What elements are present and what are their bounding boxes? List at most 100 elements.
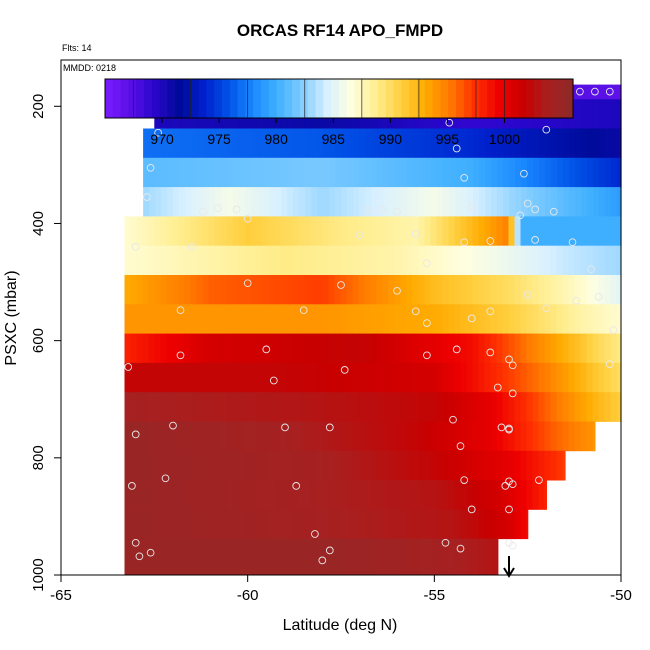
heatmap-cell [454, 304, 462, 334]
heatmap-cell [220, 275, 228, 305]
flights-annotation: Flts: 14 [62, 43, 92, 53]
heatmap-cell [460, 450, 468, 481]
heatmap-cell [232, 568, 240, 576]
heatmap-cell [161, 128, 168, 159]
heatmap-cell [389, 187, 396, 217]
heatmap-cell [274, 421, 282, 452]
heatmap-cell [370, 362, 378, 393]
heatmap-cell [454, 216, 462, 247]
data-point [325, 546, 334, 555]
heatmap-cell [203, 187, 210, 217]
heatmap-cell [418, 538, 426, 569]
heatmap-cell [190, 216, 198, 247]
heatmap-cell [448, 421, 456, 452]
data-point [449, 415, 457, 424]
colorbar-segment [518, 79, 527, 118]
heatmap-cell [304, 362, 312, 393]
heatmap-cell [382, 509, 390, 540]
heatmap-cell [544, 275, 552, 305]
heatmap-cell [124, 538, 132, 569]
heatmap-cell [250, 245, 258, 276]
heatmap-cell [442, 304, 450, 334]
heatmap-cell [262, 362, 270, 393]
heatmap-cell [358, 304, 366, 334]
heatmap-cell [395, 187, 402, 217]
heatmap-cell [418, 304, 426, 334]
heatmap-cell [610, 362, 618, 393]
heatmap-cell [160, 450, 168, 481]
heatmap-cell [190, 333, 198, 364]
heatmap-cell [202, 450, 210, 481]
heatmap-cell [562, 275, 570, 305]
heatmap-cell [508, 245, 516, 276]
heatmap-cell [575, 84, 582, 100]
y-axis: 200 400 600 800 1000 [30, 94, 61, 592]
heatmap-cell [304, 421, 312, 452]
colorbar-segment [495, 79, 504, 118]
heatmap-cell [526, 245, 534, 276]
heatmap-cell [466, 450, 474, 481]
heatmap-cell [358, 480, 366, 510]
heatmap-cell [196, 392, 204, 422]
heatmap-cell [299, 128, 306, 159]
heatmap-cell [478, 421, 486, 452]
data-point [609, 326, 618, 334]
heatmap-cell [214, 275, 222, 305]
heatmap-cell [586, 216, 594, 247]
heatmap-cell [268, 275, 276, 305]
heatmap-cell [304, 480, 312, 510]
heatmap-cell [232, 245, 240, 276]
heatmap-cell [545, 187, 552, 217]
heatmap-cell [202, 275, 210, 305]
heatmap-cell [371, 187, 378, 217]
heatmap-cell [232, 480, 240, 510]
heatmap-cell [202, 421, 210, 452]
colorbar-tick-label: 975 [207, 131, 231, 147]
heatmap-cell [250, 333, 258, 364]
heatmap-cell [394, 568, 402, 576]
heatmap-cell [551, 187, 558, 217]
heatmap-cell [304, 450, 312, 481]
heatmap-cell [539, 187, 546, 217]
heatmap-cell [568, 216, 576, 247]
data-point [460, 173, 469, 182]
heatmap-cell [226, 245, 234, 276]
heatmap-cell [209, 128, 216, 159]
heatmap-cell [155, 157, 162, 188]
heatmap-cell [346, 304, 354, 334]
heatmap-cell [202, 216, 210, 247]
heatmap-cell [179, 187, 186, 217]
heatmap-cell [275, 187, 282, 217]
heatmap-cell [148, 568, 156, 576]
y-tick-label: 600 [30, 328, 47, 353]
heatmap-cell [352, 538, 360, 569]
data-point [176, 351, 185, 360]
heatmap-cell [376, 509, 384, 540]
heatmap-cell [526, 480, 534, 510]
data-point [508, 389, 517, 398]
heatmap-cell [244, 480, 252, 510]
heatmap-cell [413, 157, 420, 188]
colorbar-segment [222, 79, 231, 118]
heatmap-cell [526, 392, 534, 422]
heatmap-cell [394, 480, 402, 510]
heatmap-cell [226, 362, 234, 393]
heatmap-cell [322, 568, 330, 576]
heatmap-cell [353, 157, 360, 188]
heatmap-cell [533, 187, 540, 217]
heatmap-cell [233, 128, 240, 159]
heatmap-cell [412, 333, 420, 364]
heatmap-cell [496, 509, 504, 540]
heatmap-cell [461, 187, 468, 217]
heatmap-cell [226, 480, 234, 510]
heatmap-cell [280, 245, 288, 276]
heatmap-cell [136, 245, 144, 276]
heatmap-cell [202, 304, 210, 334]
heatmap-cell [496, 392, 504, 422]
heatmap-cell [154, 509, 162, 540]
heatmap-cell [346, 392, 354, 422]
heatmap-cell [340, 450, 348, 481]
heatmap-cell [304, 275, 312, 305]
colorbar-tick-label: 980 [265, 131, 289, 147]
heatmap-cell [388, 509, 396, 540]
